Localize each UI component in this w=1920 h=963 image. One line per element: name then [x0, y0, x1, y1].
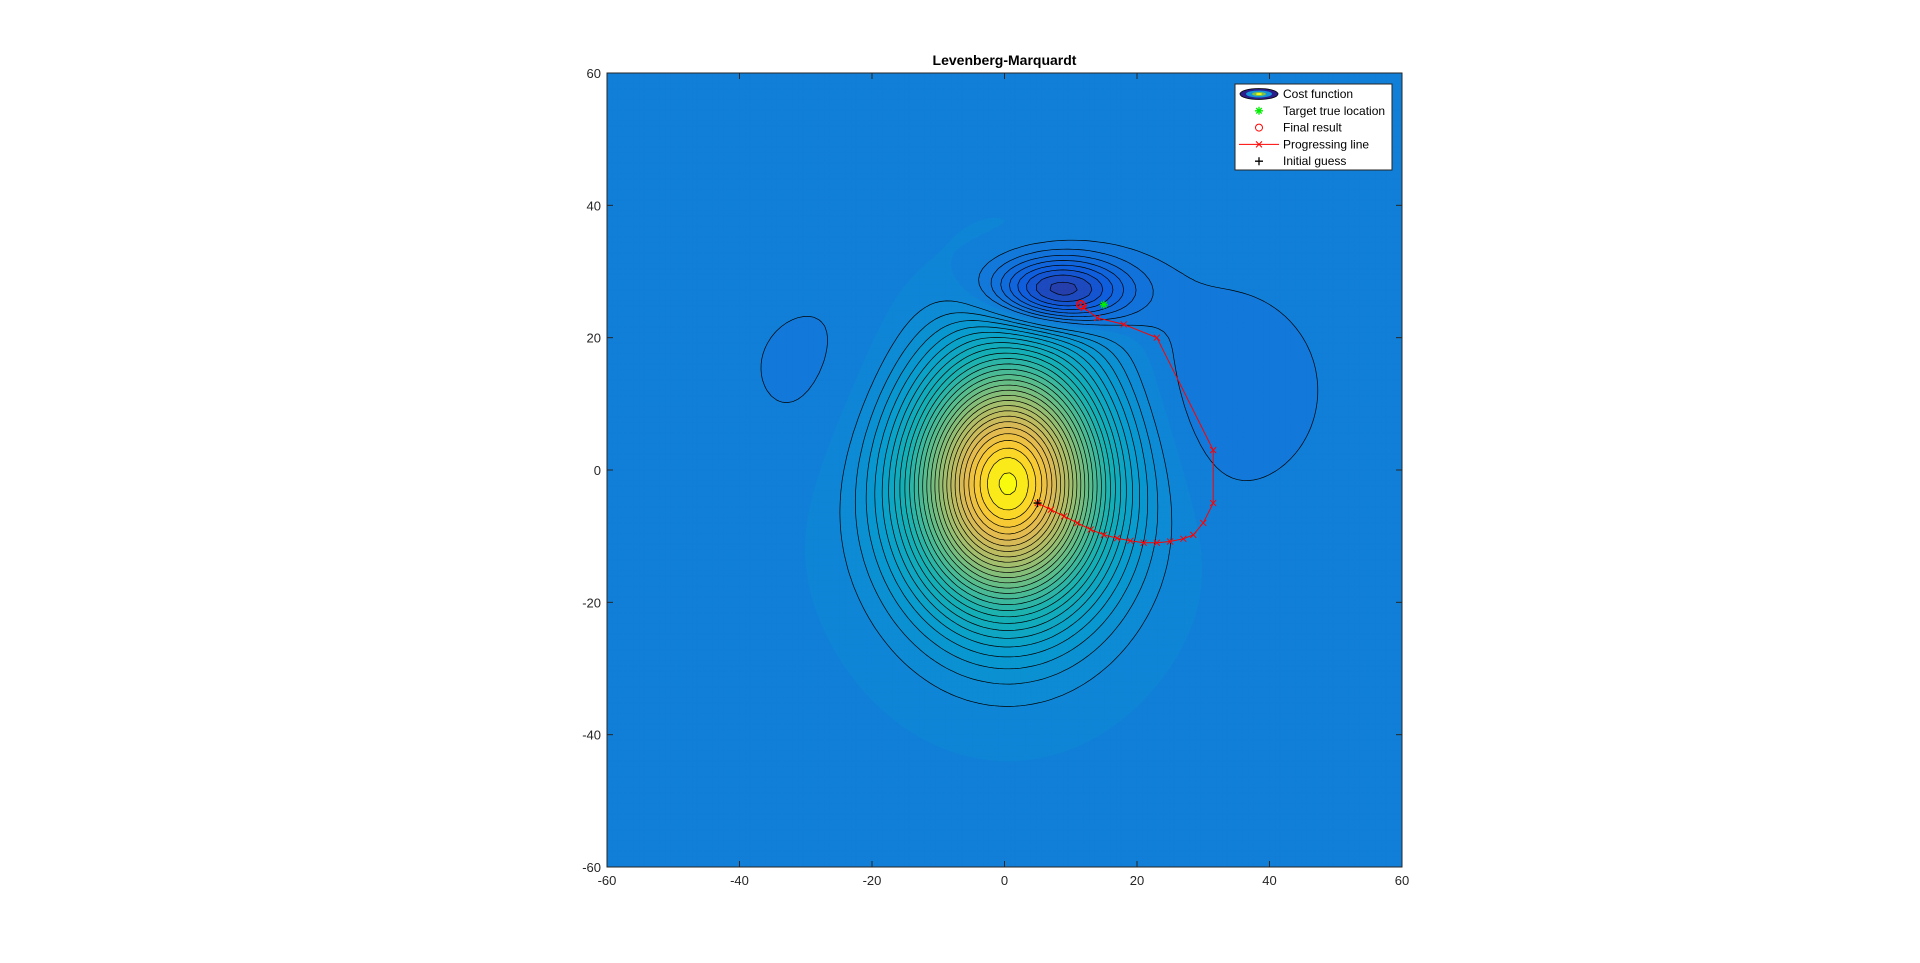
x-tick-label: 60: [1395, 873, 1409, 888]
x-tick-label: 0: [1001, 873, 1008, 888]
x-tick-label: -20: [863, 873, 882, 888]
y-tick-label: 0: [594, 463, 601, 478]
legend-label: Progressing line: [1283, 137, 1369, 151]
legend-label: Target true location: [1283, 104, 1385, 118]
legend-label: Final result: [1283, 121, 1342, 135]
contour-fill: [607, 73, 1402, 867]
x-tick-label: -40: [730, 873, 749, 888]
chart-title: Levenberg-Marquardt: [933, 52, 1077, 68]
cost-function-icon-core: [1256, 93, 1262, 95]
legend-item-cost: Cost function: [1240, 87, 1353, 101]
y-tick-label: 60: [587, 66, 601, 81]
y-tick-label: 40: [587, 198, 601, 213]
y-tick-label: -40: [582, 728, 601, 743]
x-tick-label: -60: [598, 873, 617, 888]
x-tick-label: 20: [1130, 873, 1144, 888]
y-tick-label: 20: [587, 331, 601, 346]
target-marker: [1100, 301, 1108, 309]
legend-label: Initial guess: [1283, 154, 1346, 168]
x-tick-label: 40: [1262, 873, 1276, 888]
legend-label: Cost function: [1283, 87, 1353, 101]
y-tick-label: -20: [582, 595, 601, 610]
y-tick-label: -60: [582, 860, 601, 875]
legend: Cost function Target true location Final r…: [1235, 84, 1392, 170]
